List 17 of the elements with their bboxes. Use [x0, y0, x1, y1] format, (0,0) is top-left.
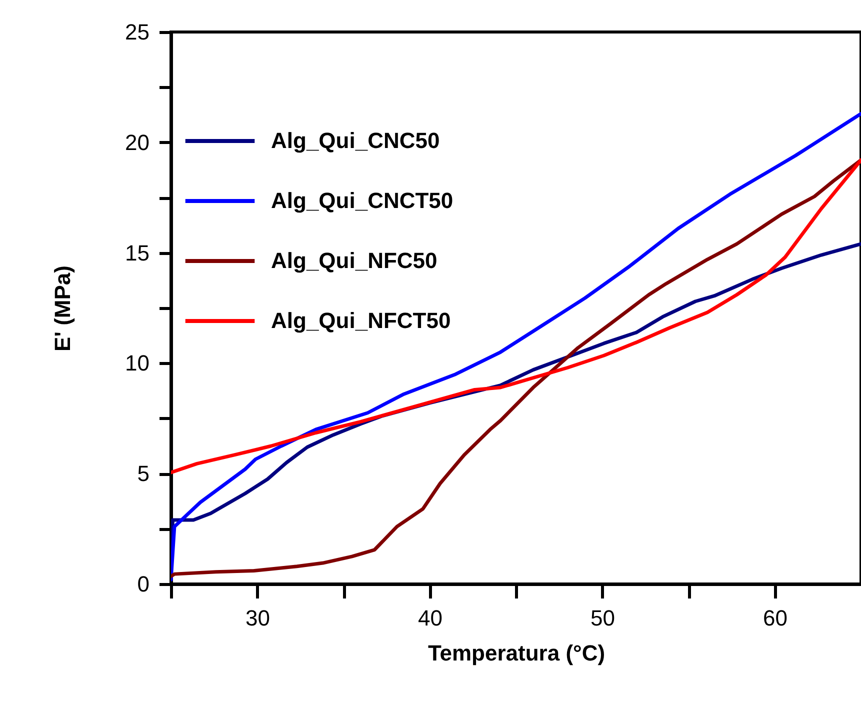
y-tick-label: 0	[137, 572, 150, 596]
x-tick-label: 60	[763, 606, 788, 630]
y-tick-label: 10	[125, 350, 150, 376]
y-tick-label: 20	[125, 130, 150, 155]
y-tick-label: 5	[137, 461, 150, 486]
y-axis-title: E' (MPa)	[50, 266, 76, 352]
legend-label: Alg_Qui_CNC50	[271, 128, 440, 153]
x-tick-label: 50	[590, 606, 615, 630]
legend-label: Alg_Qui_NFCT50	[271, 308, 451, 333]
x-axis-title: Temperatura (°C)	[428, 640, 606, 666]
x-tick-label: 30	[246, 606, 270, 630]
legend-label: Alg_Qui_NFC50	[271, 248, 438, 273]
y-tick-label: 25	[125, 20, 150, 44]
legend-label: Alg_Qui_CNCT50	[271, 188, 454, 213]
line-series	[171, 158, 861, 474]
y-tick-label: 15	[125, 240, 150, 266]
x-tick-label: 40	[418, 606, 442, 630]
